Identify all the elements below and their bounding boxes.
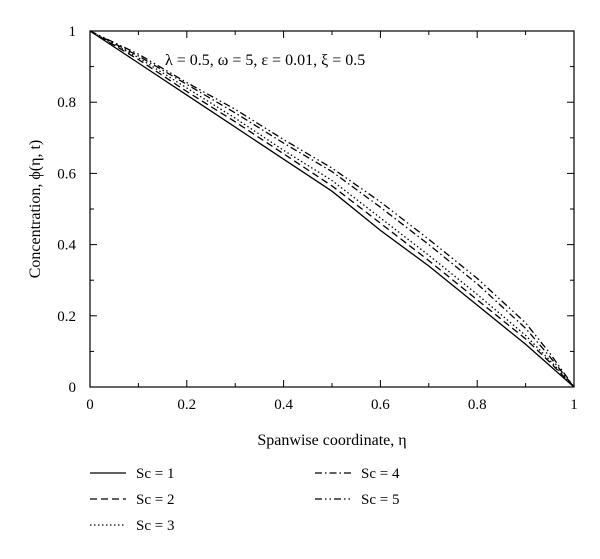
y-tick-label: 0 [69,380,77,396]
legend-label-sc-5: Sc = 5 [361,492,399,508]
y-tick-label: 0.6 [57,166,76,182]
series-line-sc-5 [89,30,575,388]
legend: Sc = 1 Sc = 2 Sc = 3 Sc = 4 Sc = 5 [90,466,400,534]
x-axis-title: Spanwise coordinate, η [257,432,406,449]
x-tick-label: 0 [86,397,94,413]
series-line-sc-4 [89,30,575,388]
x-tick-label: 1 [570,397,578,413]
legend-label-sc-4: Sc = 4 [361,466,400,482]
x-tick-label: 0.8 [468,397,487,413]
legend-label-sc-3: Sc = 3 [136,518,174,534]
parameter-annotation: λ = 0.5, ω = 5, ε = 0.01, ξ = 0.5 [165,52,365,69]
series-line-sc-1 [89,30,575,388]
series-line-sc-2 [89,30,575,388]
y-tick-label: 1 [69,24,77,40]
y-tick-label: 0.8 [57,95,76,111]
legend-label-sc-2: Sc = 2 [136,492,174,508]
x-tick-label: 0.4 [274,397,293,413]
y-tick-label: 0.4 [57,238,76,254]
x-tick-label: 0.2 [177,397,196,413]
y-axis-title: Concentration, ϕ(η, t) [27,140,44,279]
x-tick-label: 0.6 [371,397,390,413]
series-line-sc-3 [89,30,575,388]
y-tick-label: 0.2 [57,309,76,325]
legend-label-sc-1: Sc = 1 [136,466,174,482]
plot-area-frame [89,30,575,388]
